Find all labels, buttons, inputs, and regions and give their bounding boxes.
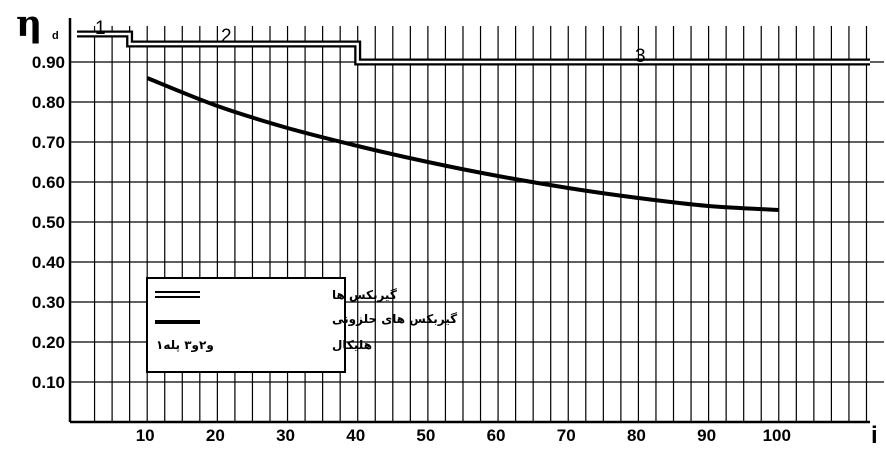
y-axis-label: η — [16, 3, 42, 45]
x-tick-label: 40 — [346, 426, 365, 445]
x-tick-label: 20 — [206, 426, 225, 445]
y-tick-label: 0.50 — [32, 213, 65, 232]
series-line-gearbox-outer — [77, 30, 870, 66]
legend-box — [146, 277, 346, 373]
x-tick-label: 50 — [416, 426, 435, 445]
step-label-2: 2 — [221, 26, 232, 47]
x-axis-label: i — [871, 422, 878, 449]
step-label-1: 1 — [95, 18, 106, 39]
step-label-3: 3 — [635, 46, 646, 67]
series-line-gearbox-inner — [77, 32, 870, 64]
series-line-worm-gearbox — [146, 76, 779, 212]
axes — [68, 18, 870, 424]
legend-label-gearbox: گیربکس ها — [332, 288, 397, 302]
x-tick-label: 70 — [557, 426, 576, 445]
y-tick-label: 0.20 — [32, 333, 65, 352]
y-tick-label: 0.90 — [32, 53, 65, 72]
x-tick-label: 100 — [763, 426, 791, 445]
legend: گیربکس ها گیربکس های حلزونی هلیکال ۱و۲و۳… — [146, 277, 457, 373]
x-tick-label: 30 — [276, 426, 295, 445]
x-tick-label: 90 — [697, 426, 716, 445]
y-tick-label: 0.40 — [32, 253, 65, 272]
y-tick-label: 0.80 — [32, 93, 65, 112]
y-axis-label-subscript: d — [52, 30, 59, 42]
y-tick-label: 0.60 — [32, 173, 65, 192]
legend-footer-stages: ۱و۲و۳ پله — [156, 338, 214, 353]
legend-footer-helical: هلیکال — [332, 338, 372, 352]
y-tick-label: 0.10 — [32, 373, 65, 392]
series-layer — [77, 30, 870, 212]
x-tick-label: 10 — [136, 426, 155, 445]
legend-label-worm: گیربکس های حلزونی — [332, 312, 457, 327]
x-tick-label: 60 — [487, 426, 506, 445]
x-tick-label: 80 — [627, 426, 646, 445]
y-tick-label: 0.30 — [32, 293, 65, 312]
y-tick-label: 0.70 — [32, 133, 65, 152]
tick-labels: 0.10 0.20 0.30 0.40 0.50 0.60 0.70 0.80 0.90 10 20… — [32, 53, 791, 445]
